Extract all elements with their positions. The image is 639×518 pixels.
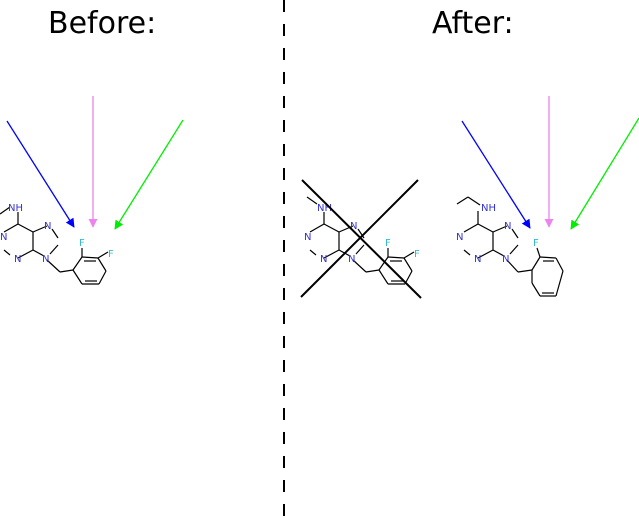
before-f2-label: F xyxy=(108,249,114,260)
crossed-f1-label: F xyxy=(385,238,391,249)
before-n3-label: N xyxy=(14,254,21,265)
crossed-molecule xyxy=(306,196,415,285)
cross-out-stroke-2 xyxy=(300,179,419,298)
cross-out-stroke-1 xyxy=(301,179,422,299)
after-n3-label: N xyxy=(474,254,481,265)
before-f1-label: F xyxy=(79,238,85,249)
before-blue-arrow xyxy=(6,120,75,228)
crossed-n3-label: N xyxy=(320,254,327,265)
after-n7-label: N xyxy=(504,221,511,232)
crossed-n7-label: N xyxy=(350,221,357,232)
after-green-arrow xyxy=(570,117,639,230)
after-n1-label: N xyxy=(456,232,463,243)
before-n7-label: N xyxy=(44,221,51,232)
before-green-arrow xyxy=(114,119,184,230)
crossed-nh-label: NH xyxy=(317,203,332,214)
after-n9-label: N xyxy=(502,254,509,265)
before-molecule xyxy=(0,206,109,285)
after-nh-label: NH xyxy=(481,203,496,214)
after-blue-arrow xyxy=(461,120,531,229)
after-panel-title: After: xyxy=(432,6,514,41)
after-f-label: F xyxy=(533,238,539,249)
before-n1-label: N xyxy=(0,232,7,243)
crossed-f2-label: F xyxy=(414,249,420,260)
crossed-n9-label: N xyxy=(348,254,355,265)
before-nh-label: NH xyxy=(8,203,23,214)
before-panel-title: Before: xyxy=(48,6,157,41)
before-n9-label: N xyxy=(42,254,49,265)
crossed-n1-label: N xyxy=(304,232,311,243)
after-molecule xyxy=(456,196,564,297)
